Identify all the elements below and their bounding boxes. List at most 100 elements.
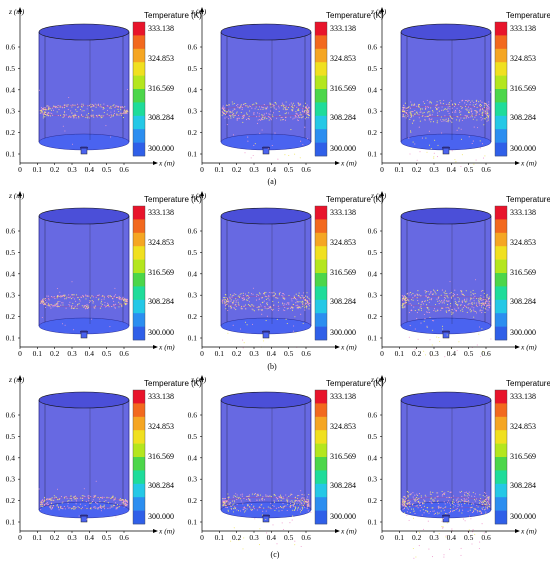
particle bbox=[461, 302, 463, 304]
particle bbox=[409, 130, 412, 132]
particle bbox=[406, 107, 408, 109]
particle bbox=[300, 499, 302, 501]
particle bbox=[79, 299, 81, 301]
particle bbox=[302, 296, 304, 299]
z-tick-label: 0.3 bbox=[368, 475, 378, 484]
x-axis-arrow bbox=[335, 161, 340, 165]
z-axis-arrow bbox=[200, 191, 204, 196]
particle bbox=[49, 108, 51, 110]
particle bbox=[478, 301, 480, 303]
particle bbox=[247, 498, 250, 500]
particle bbox=[467, 304, 469, 306]
particle bbox=[405, 505, 407, 507]
particle bbox=[480, 290, 482, 292]
particle bbox=[275, 108, 277, 110]
particle bbox=[278, 294, 280, 296]
colorbar-swatch bbox=[133, 299, 145, 314]
particle bbox=[479, 310, 481, 312]
particle bbox=[246, 505, 249, 507]
particle bbox=[96, 104, 98, 106]
particle bbox=[466, 104, 468, 106]
particle bbox=[277, 500, 280, 502]
particle bbox=[476, 511, 479, 513]
particle bbox=[246, 113, 248, 115]
particle bbox=[110, 506, 112, 508]
particle bbox=[40, 508, 42, 510]
particle bbox=[42, 112, 44, 114]
particle bbox=[282, 292, 284, 295]
particle bbox=[467, 497, 469, 499]
particle bbox=[423, 499, 425, 501]
x-tick-label: 0.1 bbox=[33, 165, 43, 174]
particle bbox=[244, 304, 247, 306]
particle bbox=[224, 302, 227, 304]
particle bbox=[112, 496, 114, 498]
particle bbox=[278, 510, 280, 512]
panel-1-2: 0.10.20.30.40.50.60 0.1 0.2 0.3 0.4 0.5 0.6z (… bbox=[368, 191, 550, 358]
particle bbox=[41, 317, 43, 318]
particle bbox=[430, 101, 432, 103]
particle bbox=[475, 114, 477, 116]
particle bbox=[421, 137, 423, 139]
particle bbox=[228, 503, 230, 505]
particle bbox=[434, 291, 436, 293]
particle bbox=[441, 106, 443, 108]
particle bbox=[249, 499, 251, 501]
particle bbox=[94, 307, 96, 309]
particle bbox=[401, 307, 403, 309]
particle bbox=[238, 304, 240, 306]
colorbar-label: 333.138 bbox=[510, 208, 536, 217]
particle bbox=[458, 341, 460, 343]
particle bbox=[449, 548, 451, 550]
particle bbox=[230, 307, 232, 309]
colorbar-label: 324.853 bbox=[510, 238, 536, 247]
x-tick-label: 0.2 bbox=[412, 349, 422, 358]
particle bbox=[273, 501, 276, 503]
particle bbox=[121, 305, 123, 307]
particle bbox=[41, 111, 43, 113]
colorbar-label: 324.853 bbox=[148, 422, 174, 431]
particle bbox=[442, 103, 444, 105]
particle bbox=[234, 508, 237, 510]
particle bbox=[430, 493, 432, 496]
particle bbox=[441, 302, 443, 304]
x-axis-arrow bbox=[515, 529, 520, 533]
particle bbox=[101, 106, 103, 108]
particle bbox=[281, 522, 283, 524]
particle bbox=[76, 307, 78, 310]
particle bbox=[70, 110, 72, 112]
particle bbox=[434, 512, 437, 514]
particle bbox=[441, 132, 443, 134]
particle bbox=[275, 297, 277, 299]
particle bbox=[88, 495, 90, 497]
particle bbox=[301, 504, 303, 506]
colorbar-swatch bbox=[133, 457, 145, 471]
particle bbox=[247, 117, 249, 120]
particle bbox=[434, 139, 436, 141]
particle bbox=[258, 115, 260, 117]
particle bbox=[55, 303, 57, 306]
particle bbox=[309, 299, 311, 301]
particle bbox=[422, 503, 424, 505]
particle bbox=[308, 493, 310, 496]
particle bbox=[438, 506, 440, 508]
particle bbox=[253, 508, 255, 510]
particle bbox=[236, 118, 238, 120]
particle bbox=[416, 312, 418, 314]
particle bbox=[74, 114, 76, 116]
particle bbox=[480, 500, 482, 502]
particle bbox=[437, 115, 439, 117]
particle bbox=[300, 497, 303, 499]
colorbar-swatch bbox=[133, 470, 145, 485]
particle bbox=[94, 496, 96, 498]
particle bbox=[488, 497, 490, 499]
particle bbox=[304, 506, 306, 508]
colorbar-swatch bbox=[133, 75, 145, 90]
particle bbox=[307, 296, 309, 298]
particle bbox=[453, 105, 456, 108]
particle bbox=[471, 310, 473, 312]
particle bbox=[259, 499, 261, 501]
particle bbox=[241, 305, 243, 307]
panel-0-2: 0.10.20.30.40.50.60 0.1 0.2 0.3 0.4 0.5 0.6z (… bbox=[368, 7, 550, 174]
particle bbox=[449, 120, 452, 122]
